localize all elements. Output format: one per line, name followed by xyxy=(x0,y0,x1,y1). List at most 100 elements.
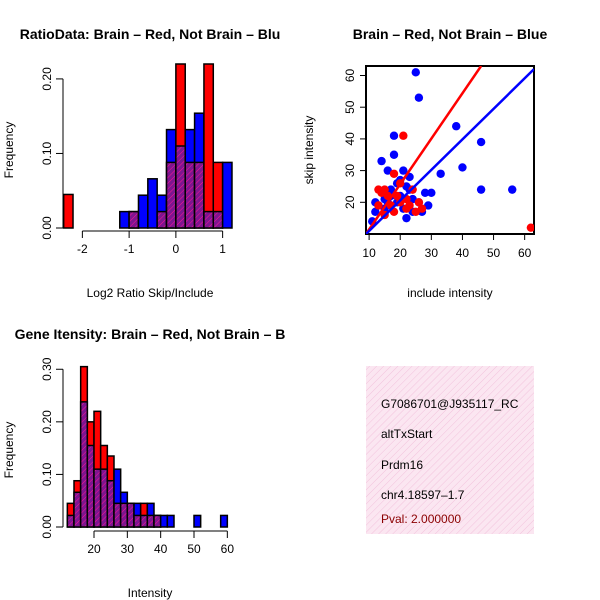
scatter-point-blue-27 xyxy=(452,122,461,131)
info-panel-background xyxy=(366,366,534,534)
intensity-bar-overlap-8 xyxy=(119,502,129,528)
intensity-histogram-title: Gene Itensity: Brain – Red, Not Brain – … xyxy=(15,326,286,342)
ratio-bar-blue-6 xyxy=(119,210,130,229)
intensity-bar-overlap-11 xyxy=(139,514,149,528)
scatter-point-blue-14 xyxy=(399,166,408,175)
intensity-bar-blue-19 xyxy=(193,514,202,528)
ratio-x-tick-label: 1 xyxy=(219,242,226,256)
scatter-y-tick-label: 40 xyxy=(343,132,357,146)
info-location: chr4.18597–1.7 xyxy=(381,488,465,502)
scatter-fit-line-blue xyxy=(366,68,534,234)
scatter-y-tick-label: 50 xyxy=(343,100,357,114)
intensity-x-tick-label: 20 xyxy=(87,542,101,556)
scatter-point-blue-29 xyxy=(476,185,486,194)
intensity-bar-blue-14 xyxy=(159,514,169,528)
intensity-bar-overlap-9 xyxy=(126,502,135,528)
intensity-bar-overlap-10 xyxy=(133,514,142,528)
intensity-x-tick-label: 30 xyxy=(121,542,135,556)
scatter-point-blue-34 xyxy=(402,182,411,191)
ratio-bar-overlap-10 xyxy=(156,210,168,229)
scatter-point-blue-15 xyxy=(402,213,411,223)
ratio-x-tick-label: 0 xyxy=(173,242,180,256)
scatter-y-tick-label: 60 xyxy=(343,69,357,83)
info-event-type: altTxStart xyxy=(381,427,433,441)
ratio-y-tick-label: 0.10 xyxy=(40,141,54,165)
scatter-x-tick-label: 50 xyxy=(487,246,501,260)
scatter-plot: 10 20 30 40 50 60 20 30 40 50 60 xyxy=(343,65,535,260)
scatter-point-blue-9 xyxy=(389,131,399,140)
intensity-y-tick-label: 0.20 xyxy=(40,410,54,434)
scatter-plot-area xyxy=(366,66,534,234)
ratio-bar-overlap-16 xyxy=(212,210,224,229)
intensity-y-tick-label: 0.00 xyxy=(40,515,54,539)
intensity-bar-overlap-12 xyxy=(146,514,155,528)
info-probe-id: G7086701@J935117_RC xyxy=(381,397,519,411)
intensity-y-tick-label: 0.10 xyxy=(40,462,54,486)
scatter-fit-line-red xyxy=(366,66,483,234)
intensity-x-tick-label: 40 xyxy=(154,542,168,556)
ratio-histogram-bars xyxy=(62,63,233,229)
scatter-point-red-20 xyxy=(526,223,534,232)
ratio-histogram-xlabel: Log2 Ratio Skip/Include xyxy=(87,286,214,300)
ratio-x-tick-label: -1 xyxy=(124,242,135,256)
scatter-panel: Brain – Red, Not Brain – Blue 10 20 30 40 50… xyxy=(302,26,547,300)
info-pval: Pval: 2.000000 xyxy=(381,512,461,526)
ratio-bar-red-15 xyxy=(203,63,215,229)
scatter-point-blue-6 xyxy=(383,166,392,175)
intensity-bar-overlap-13 xyxy=(153,514,162,528)
intensity-x-tick-label: 50 xyxy=(187,542,201,556)
ratio-bar-overlap-7 xyxy=(128,210,140,229)
scatter-y-tick-label: 30 xyxy=(343,164,357,178)
scatter-x-tick-label: 20 xyxy=(394,246,408,260)
scatter-point-blue-25 xyxy=(427,188,436,197)
scatter-x-tick-label: 40 xyxy=(456,246,470,260)
ratio-histogram-panel: RatioData: Brain – Red, Not Brain – Blu … xyxy=(2,26,280,300)
ratio-bar-overlap-12 xyxy=(175,145,186,229)
intensity-histogram-panel: Gene Itensity: Brain – Red, Not Brain – … xyxy=(2,326,285,600)
scatter-point-red-12 xyxy=(411,207,420,217)
scatter-point-blue-23 xyxy=(420,188,430,197)
scatter-point-blue-28 xyxy=(458,163,467,172)
scatter-plot-frame xyxy=(365,65,535,235)
scatter-point-blue-19 xyxy=(411,68,420,77)
scatter-x-tick-label: 30 xyxy=(425,246,439,260)
scatter-point-red-18 xyxy=(396,198,405,207)
scatter-point-red-8 xyxy=(399,131,408,140)
intensity-histogram-bars xyxy=(66,365,229,528)
scatter-point-red-19 xyxy=(402,204,411,213)
intensity-bar-blue-15 xyxy=(166,514,175,528)
info-panel-clip: G7086701@J935117_RC altTxStart Prdm16 ch… xyxy=(381,397,519,526)
intensity-bar-overlap-3 xyxy=(86,444,95,528)
intensity-bar-overlap-5 xyxy=(99,468,109,528)
scatter-x-tick-label: 10 xyxy=(362,246,376,260)
intensity-bar-overlap-7 xyxy=(113,502,122,528)
intensity-histogram-xlabel: Intensity xyxy=(128,586,173,600)
ratio-bar-overlap-11 xyxy=(165,161,177,229)
ratio-bar-overlap-15 xyxy=(203,210,215,229)
intensity-histogram-ylabel: Frequency xyxy=(2,422,16,479)
scatter-point-blue-24 xyxy=(424,201,433,210)
intensity-histogram-axes: 20 30 40 50 60 0.00 0.10 0.20 0.30 xyxy=(40,357,234,556)
scatter-point-red-2 xyxy=(380,185,389,194)
ratio-y-tick-label: 0.20 xyxy=(40,67,54,91)
scatter-point-blue-3 xyxy=(377,156,386,166)
scatter-point-blue-7 xyxy=(386,185,396,194)
scatter-title: Brain – Red, Not Brain – Blue xyxy=(353,26,548,42)
info-panel: G7086701@J935117_RC altTxStart Prdm16 ch… xyxy=(366,366,534,534)
scatter-point-red-13 xyxy=(414,198,424,207)
intensity-x-tick-label: 60 xyxy=(221,542,235,556)
ratio-histogram-title: RatioData: Brain – Red, Not Brain – Blu xyxy=(20,26,281,42)
scatter-point-blue-30 xyxy=(476,137,486,147)
scatter-point-red-17 xyxy=(389,169,399,178)
ratio-bar-overlap-13 xyxy=(184,161,196,229)
scatter-point-blue-18 xyxy=(408,194,417,204)
ratio-histogram-axes: -2 -1 0 1 0.00 0.10 0.20 xyxy=(40,67,226,256)
scatter-point-blue-31 xyxy=(508,185,517,194)
scatter-y-tick-label: 20 xyxy=(343,195,357,209)
scatter-ylabel: skip intensity xyxy=(302,116,316,185)
intensity-bar-overlap-6 xyxy=(106,479,115,528)
scatter-xlabel: include intensity xyxy=(407,286,492,300)
ratio-bar-blue-8 xyxy=(137,194,149,229)
ratio-bar-overlap-14 xyxy=(193,161,205,229)
intensity-bar-overlap-2 xyxy=(79,401,89,528)
